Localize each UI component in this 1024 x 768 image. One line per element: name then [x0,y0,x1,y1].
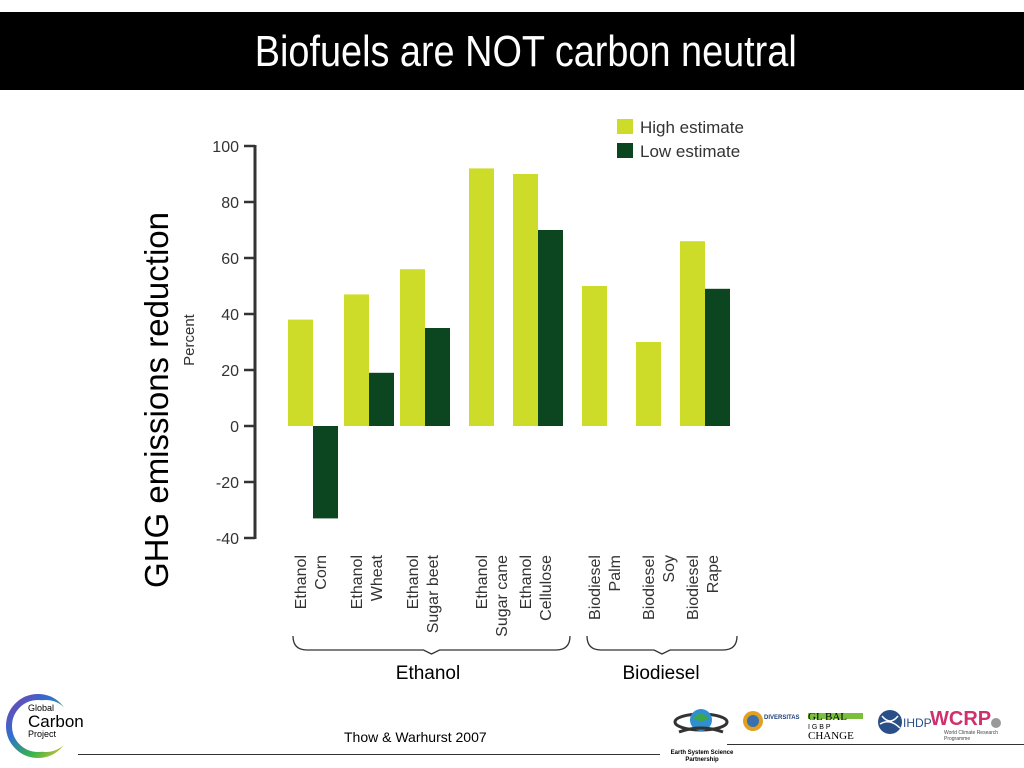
x-category-label: Biodiesel [685,555,702,620]
bar-low-estimate [369,372,394,426]
x-category-label: Biodiesel [641,555,658,620]
y-tick-label: 0 [230,419,239,436]
group-brace [292,635,571,655]
gcp-word-global: Global [28,703,55,713]
bar-high-estimate [513,174,538,426]
footer-divider [78,754,660,755]
gcp-word-carbon: Carbon [28,712,84,731]
bar-high-estimate [400,269,425,426]
x-category-label: Ethanol [349,555,366,609]
title-bar [0,12,1024,90]
gcp-logo-text: Global Carbon Project [28,704,88,739]
x-category-label: Palm [607,555,624,591]
ihdp-logo-text: IHDP [903,716,932,730]
x-category-label: Sugar cane [494,555,511,637]
y-tick-label: 80 [221,195,239,212]
x-category-label: Soy [661,555,678,583]
bar-high-estimate [288,319,313,426]
partner-logos [673,709,1001,734]
footer-divider-right [727,744,1024,745]
bar-high-estimate [469,168,494,426]
bar-low-estimate [538,230,563,426]
bar-high-estimate [680,241,705,426]
bar-high-estimate [582,286,607,426]
diversitas-logo-text: DIVERSITAS [764,715,800,721]
legend-label: High estimate [640,118,744,137]
x-category-label: Ethanol [474,555,491,609]
x-category-label: Cellulose [538,555,555,621]
wcrp-logo-subtitle: World Climate Research Programme [944,730,999,742]
y-tick-label: -20 [216,475,239,492]
legend-label: Low estimate [640,142,740,161]
legend-swatch [617,119,633,134]
y-axis-title: Percent [181,313,198,366]
x-category-label: Wheat [369,554,386,601]
global-change-line2: I G B P [808,723,831,731]
essp-logo-text: Earth System Science Partnership [670,750,734,763]
y-tick-label: 40 [221,307,239,324]
x-category-label: Ethanol [405,555,422,609]
bar-low-estimate [313,426,338,519]
bar-low-estimate [425,328,450,426]
x-category-label: Ethanol [293,555,310,609]
x-category-label: Ethanol [518,555,535,609]
x-category-label: Biodiesel [587,555,604,620]
bar-high-estimate [344,294,369,426]
legend-swatch [617,143,633,158]
global-change-line3: CHANGE [808,729,854,742]
group-label: Biodiesel [622,663,699,684]
global-carbon-project-logo [6,694,72,758]
group-label: Ethanol [396,663,460,684]
citation: Thow & Warhurst 2007 [344,729,487,745]
global-change-logo: GL BAL I G B P CHANGE [808,711,854,742]
y-tick-label: 100 [212,139,239,156]
x-category-label: Sugar beet [425,554,442,633]
y-tick-label: 20 [221,363,239,380]
slide-title: Biofuels are NOT carbon neutral [254,27,797,76]
y-tick-label: -40 [216,531,239,548]
x-category-label: Corn [313,555,330,590]
y-tick-label: 60 [221,251,239,268]
bar-high-estimate [636,342,661,426]
wcrp-logo-text: WCRP [930,708,992,730]
x-category-label: Rape [705,555,722,593]
bar-low-estimate [705,288,730,426]
group-brace [586,635,738,655]
global-change-line1: GL BAL [808,711,848,723]
gcp-word-project: Project [28,729,57,739]
